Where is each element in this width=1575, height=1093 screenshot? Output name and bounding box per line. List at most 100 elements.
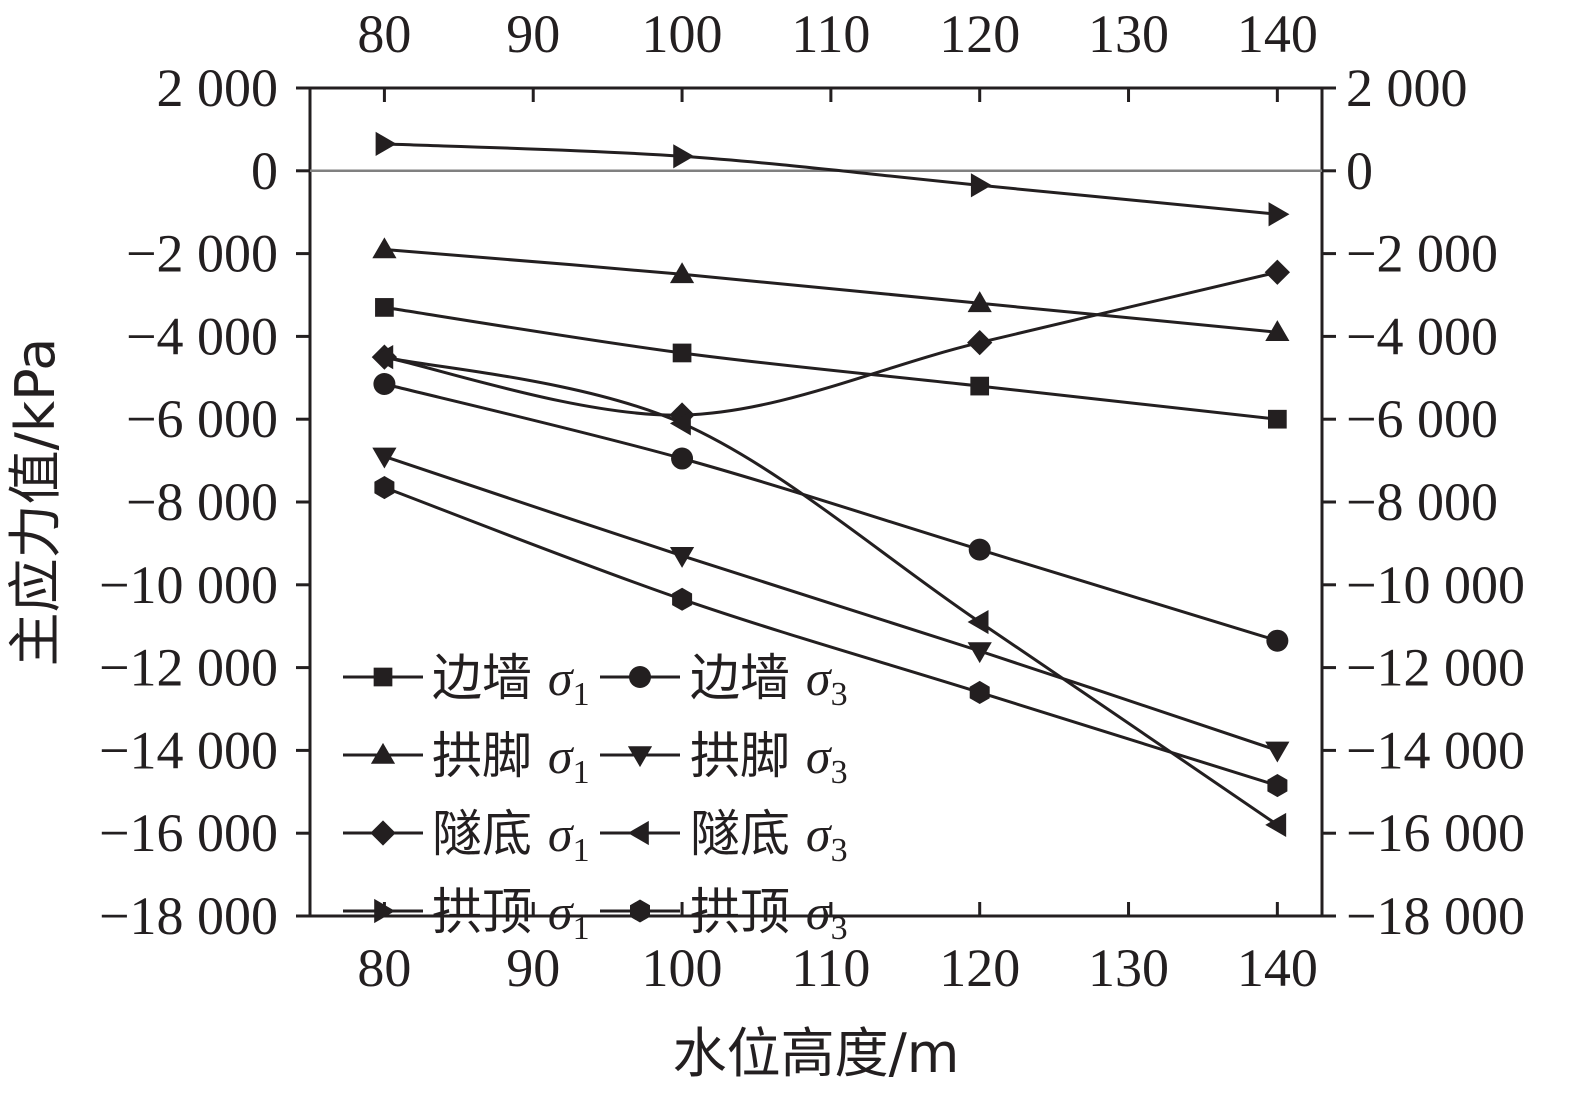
legend-label: 拱脚 σ1 (432, 727, 590, 791)
legend-item: 拱顶 σ3 (600, 883, 848, 947)
legend-subscript: 3 (831, 832, 848, 869)
legend-item: 拱脚 σ3 (600, 727, 848, 791)
y-tick-label-right: −12 000 (1346, 638, 1525, 698)
legend-label: 拱顶 σ3 (690, 883, 848, 947)
legend-symbol: σ (806, 728, 833, 784)
legend-marker (630, 899, 650, 923)
legend-symbol: σ (548, 806, 575, 862)
y-tick-label-left: 2 000 (157, 58, 279, 118)
legend-item: 边墙 σ1 (343, 649, 590, 713)
x-tick-label-bottom: 80 (357, 938, 411, 998)
legend-marker (627, 820, 649, 846)
x-tick-label-top: 110 (791, 4, 870, 64)
legend-symbol: σ (548, 884, 575, 940)
legend-marker (373, 667, 393, 687)
y-tick-label-right: −18 000 (1346, 886, 1525, 946)
series-line (384, 305, 1278, 421)
y-tick-label-left: −12 000 (99, 638, 278, 698)
legend-symbol: σ (806, 884, 833, 940)
legend-subscript: 1 (573, 754, 590, 791)
x-axis-title: 水位高度/m (673, 1022, 960, 1085)
legend-subscript: 3 (831, 754, 848, 791)
legend-marker (370, 742, 396, 764)
legend-name: 边墙 (432, 649, 548, 707)
series-2 (373, 373, 1289, 652)
data-point (970, 173, 992, 198)
legend-label: 隧底 σ3 (690, 805, 848, 869)
data-point (374, 476, 395, 500)
legend-label: 边墙 σ1 (432, 649, 590, 713)
data-point (967, 291, 992, 313)
data-point (672, 343, 692, 363)
legend-name: 边墙 (690, 649, 806, 707)
legend-name: 拱顶 (432, 883, 548, 941)
legend-name: 隧底 (690, 805, 806, 863)
x-tick-label-top: 140 (1237, 4, 1318, 64)
legend-symbol: σ (548, 650, 575, 706)
data-point (672, 587, 693, 611)
x-tick-label-top: 100 (642, 4, 723, 64)
data-point (1267, 774, 1288, 798)
data-point (1266, 629, 1289, 652)
legend-item: 拱脚 σ1 (343, 727, 590, 791)
legend-marker (627, 746, 653, 768)
y-tick-label-right: −16 000 (1346, 803, 1525, 863)
legend-subscript: 3 (831, 676, 848, 713)
x-tick-label-top: 80 (357, 4, 411, 64)
data-point (669, 262, 695, 284)
y-tick-label-right: −4 000 (1346, 306, 1498, 366)
y-tick-label-left: −4 000 (126, 306, 278, 366)
data-point (669, 411, 691, 436)
x-tick-label-top: 130 (1088, 4, 1169, 64)
y-tick-label-left: −8 000 (126, 472, 278, 532)
data-point (1265, 741, 1290, 763)
series-1 (375, 298, 1287, 429)
legend-subscript: 1 (573, 910, 590, 947)
data-point (967, 642, 992, 664)
data-point (375, 131, 397, 156)
legend-name: 拱顶 (690, 883, 806, 941)
x-tick-label-bottom: 100 (642, 938, 723, 998)
legend-item: 边墙 σ3 (600, 649, 848, 713)
y-tick-label-left: −18 000 (99, 886, 278, 946)
data-point (968, 538, 991, 561)
x-tick-label-bottom: 110 (791, 938, 870, 998)
series-line (383, 486, 1278, 788)
series-line (384, 247, 1278, 334)
x-tick-label-bottom: 90 (506, 938, 560, 998)
y-axis-title: 主应力值/kPa (4, 338, 67, 667)
x-tick-label-top: 120 (939, 4, 1020, 64)
x-tick-label-top: 90 (506, 4, 560, 64)
legend-item: 拱顶 σ1 (343, 883, 590, 947)
data-point (967, 329, 993, 356)
data-point (970, 376, 990, 396)
series-line (384, 142, 1278, 216)
series-line (383, 455, 1278, 752)
legend-symbol: σ (548, 728, 575, 784)
y-tick-label-right: −8 000 (1346, 472, 1498, 532)
series-8 (374, 476, 1288, 798)
legend-item: 隧底 σ1 (343, 805, 590, 869)
legend-item: 隧底 σ3 (600, 805, 848, 869)
x-tick-label-bottom: 120 (939, 938, 1020, 998)
legend-label: 边墙 σ3 (690, 649, 848, 713)
legend-name: 隧底 (432, 805, 548, 863)
legend-marker (370, 820, 396, 846)
series-3 (372, 237, 1290, 342)
data-point (1264, 259, 1291, 285)
x-tick-label-bottom: 140 (1237, 938, 1318, 998)
legend-subscript: 1 (573, 676, 590, 713)
y-tick-label-right: 0 (1346, 141, 1373, 201)
legend-subscript: 1 (573, 832, 590, 869)
y-tick-label-left: −6 000 (126, 389, 278, 449)
legend-label: 拱脚 σ3 (690, 727, 848, 791)
data-point (372, 345, 394, 370)
y-tick-label-left: −14 000 (99, 720, 278, 780)
y-tick-label-right: −2 000 (1346, 224, 1498, 284)
data-point (375, 298, 394, 317)
data-point (372, 447, 397, 469)
series-layer (371, 131, 1291, 838)
y-tick-label-right: −6 000 (1346, 389, 1498, 449)
